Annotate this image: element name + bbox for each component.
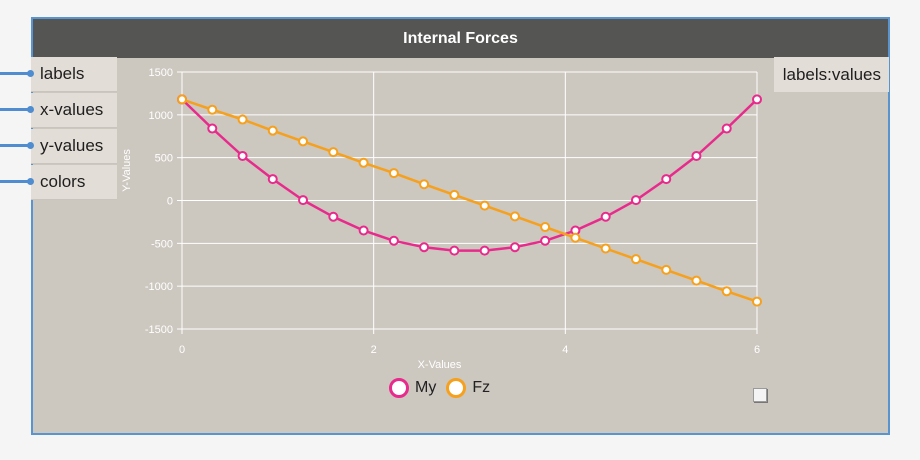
port-dot-icon[interactable] [27,106,34,113]
resize-handle[interactable] [753,388,767,402]
data-point-fz [691,275,702,286]
data-point-my [721,123,732,134]
data-point-fz [540,222,551,233]
data-point-my [540,235,551,246]
input-port-y-values[interactable]: y-values [0,129,117,164]
data-point-my [358,225,369,236]
input-wire[interactable] [0,144,29,147]
x-tick-label: 2 [371,344,377,356]
port-dot-icon[interactable] [27,178,34,185]
node-title[interactable]: Internal Forces [33,19,888,58]
data-point-my [298,195,309,206]
data-point-my [267,174,278,185]
y-tick-label: 1500 [149,67,173,79]
legend-swatch-icon [446,378,467,398]
input-port-label: colors [40,172,86,191]
data-point-my [600,211,611,222]
data-point-my [752,94,762,105]
data-point-fz [298,136,309,147]
input-port-label: x-values [40,100,104,119]
legend-label: My [415,379,437,396]
input-wire[interactable] [0,180,29,183]
legend-item-my[interactable]: My [389,378,436,398]
data-point-fz [267,125,278,136]
series-line-my [181,98,758,252]
legend-swatch-icon [389,378,409,398]
data-point-my [449,245,460,256]
data-point-my [237,150,248,161]
x-tick-label: 6 [754,344,760,356]
y-tick-label: -1500 [145,324,173,336]
y-tick-label: -1000 [145,281,173,293]
data-point-fz [479,200,490,211]
data-point-fz [600,243,611,254]
input-wire[interactable] [0,72,29,75]
data-point-my [509,242,520,253]
data-point-my [661,174,672,185]
data-point-my [630,195,641,206]
internal-forces-node[interactable]: Internal Forces [31,17,890,435]
port-dot-icon[interactable] [27,70,34,77]
input-wire[interactable] [0,108,29,111]
data-point-fz [328,147,339,158]
data-point-fz [237,114,248,125]
data-point-fz [570,232,581,243]
input-port-label: y-values [40,136,104,155]
input-port-colors[interactable]: colors [0,165,117,200]
y-tick-label: 1000 [149,110,173,122]
legend-label: Fz [472,379,491,396]
data-point-fz [449,189,460,200]
data-point-fz [177,94,187,105]
y-tick-label: 0 [167,196,173,208]
data-point-fz [661,264,672,275]
data-point-my [207,123,218,134]
x-tick-label: 0 [179,344,185,356]
input-port-x-values[interactable]: x-values [0,93,117,128]
input-port-label: labels [40,64,85,83]
input-port-labels[interactable]: labels [0,57,117,92]
data-point-fz [388,168,399,179]
port-dot-icon[interactable] [27,142,34,149]
data-point-my [388,235,399,246]
data-point-fz [721,286,732,297]
series-line-fz [181,98,758,303]
data-point-fz [419,179,430,190]
x-axis-label: X-Values [418,359,462,371]
data-point-fz [207,104,218,115]
data-point-my [328,211,339,222]
y-axis-label: Y-Values [121,149,133,192]
y-tick-label: -500 [151,238,173,250]
output-port-label: labels:values [782,64,881,84]
x-tick-label: 4 [562,344,568,356]
data-point-my [691,150,702,161]
data-point-fz [630,254,641,265]
data-point-fz [752,296,762,307]
legend-item-fz[interactable]: Fz [446,378,490,398]
chart-legend: My Fz [389,376,500,400]
data-point-my [419,242,430,253]
data-point-fz [358,157,369,168]
data-point-fz [509,211,520,222]
data-point-my [479,245,490,256]
output-port-labels-values[interactable]: labels:values [773,57,889,92]
y-tick-label: 500 [155,153,173,165]
